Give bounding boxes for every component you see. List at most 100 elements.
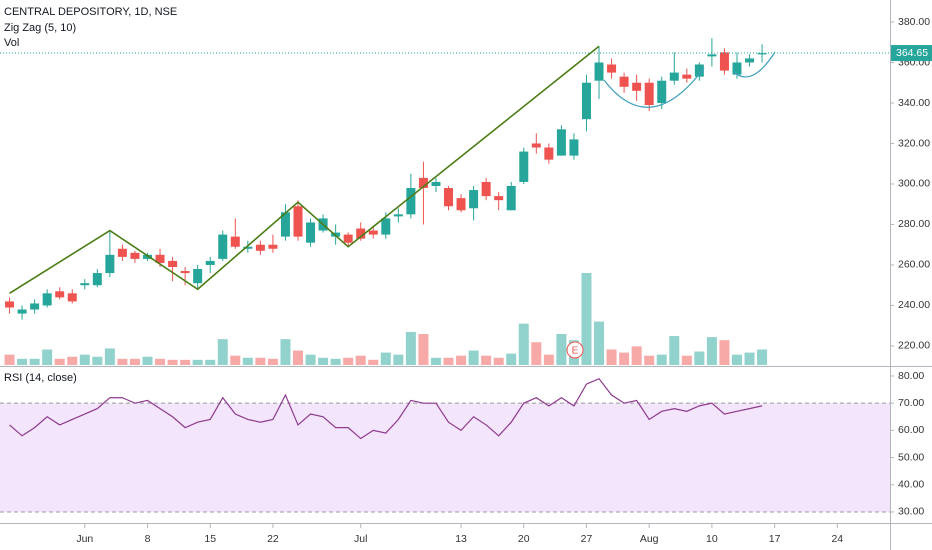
x-tick-label: Jun [76, 533, 93, 545]
candle-body [230, 236, 240, 247]
candle-body [17, 309, 27, 314]
candle-body [418, 177, 428, 189]
volume-bar [418, 333, 429, 365]
volume-bar [155, 358, 166, 365]
candle-body [569, 139, 579, 156]
volume-bar [518, 323, 529, 365]
volume-bar [142, 356, 153, 365]
earnings-icon[interactable]: E [572, 346, 579, 357]
x-tick-label: Jul [354, 533, 367, 545]
y-tick-label: 380.00 [898, 16, 930, 28]
candle-body [694, 64, 704, 77]
x-tick-label: 24 [831, 533, 843, 545]
candle-body [80, 283, 90, 286]
volume-bar [217, 339, 228, 365]
candle-body [393, 214, 403, 217]
earnings-marker[interactable] [566, 341, 584, 359]
volume-bar [117, 358, 128, 365]
candle-body [494, 196, 504, 201]
candle-body [218, 234, 228, 259]
volume-bar [619, 352, 630, 365]
plot-layer: 220.00 240.00 260.00 280.00 300.00 320.00 340.… [0, 16, 932, 545]
x-tick-label: Aug [640, 533, 659, 545]
candle-body [30, 303, 40, 310]
candle-body [205, 260, 215, 265]
volume-bar [719, 340, 730, 365]
volume-bar [669, 336, 680, 365]
y-tick-label: 80.00 [898, 370, 924, 382]
volume-bar [42, 349, 53, 365]
candle-body [745, 58, 755, 63]
volume-bar [368, 359, 379, 365]
candle-body [356, 228, 366, 239]
volume-bar [443, 357, 454, 365]
candle-body [431, 181, 441, 186]
volume-bar [706, 337, 717, 365]
y-tick-label: 50.00 [898, 451, 924, 463]
volume-bar [343, 357, 354, 365]
volume-bar [167, 359, 178, 365]
candle-body [444, 188, 454, 207]
volume-bar [606, 349, 617, 365]
x-tick-label: 13 [455, 533, 467, 545]
candle-body [381, 218, 391, 235]
volume-bar [104, 348, 115, 365]
volume-bar [17, 358, 28, 365]
candle-body [117, 248, 127, 257]
volume-bar [67, 356, 78, 365]
volume-bar [744, 352, 755, 365]
volume-bar [180, 359, 191, 365]
volume-bar [267, 358, 278, 365]
rsi-line [9, 377, 763, 440]
volume-bar [29, 358, 40, 365]
volume-bar [631, 346, 642, 365]
y-tick-label: 30.00 [898, 506, 924, 518]
volume-bar [318, 357, 329, 365]
candle-body [293, 206, 303, 237]
volume-bar [192, 359, 203, 365]
volume-bar [543, 354, 554, 365]
volume-bar [531, 342, 542, 365]
chart-title: CENTRAL DEPOSITORY, 1D, NSE [4, 6, 177, 18]
candle-body [531, 143, 541, 148]
volume-bar [280, 339, 291, 365]
volume-bar [731, 354, 742, 365]
y-tick-label: 300.00 [898, 178, 930, 190]
volume-bar [594, 321, 605, 365]
volume-bar [305, 354, 316, 365]
volume-bar [380, 352, 391, 365]
volume-bar [481, 355, 492, 365]
candle-body [42, 293, 52, 306]
volume-bar [581, 273, 592, 365]
y-tick-label: 280.00 [898, 218, 930, 230]
candle-body [594, 62, 604, 81]
y-tick-label: 320.00 [898, 137, 930, 149]
volume-bar [506, 353, 517, 365]
volume-bar [255, 357, 266, 365]
y-tick-label: 340.00 [898, 97, 930, 109]
candle-body [632, 82, 642, 91]
volume-bar [493, 357, 504, 365]
volume-bar [644, 355, 655, 365]
volume-bar [230, 355, 241, 365]
candle-body [67, 293, 77, 302]
volume-legend: Vol [4, 37, 19, 49]
volume-bar [330, 358, 341, 365]
candle-body [456, 198, 466, 211]
candle-body [406, 188, 416, 215]
candle-body [544, 147, 554, 160]
candle-body [92, 273, 102, 286]
candle-body [343, 234, 353, 243]
candle-body [243, 246, 253, 249]
volume-bar [681, 355, 692, 365]
volume-bar [293, 350, 304, 365]
y-tick-label: 220.00 [898, 340, 930, 352]
candle-body [682, 74, 692, 79]
candle-body [193, 269, 203, 284]
x-tick-label: 10 [706, 533, 718, 545]
candle-body [268, 244, 278, 249]
zigzag-line [9, 45, 600, 294]
candle-body [644, 82, 654, 105]
volume-bar [393, 354, 404, 365]
handle-drawing [733, 51, 776, 78]
